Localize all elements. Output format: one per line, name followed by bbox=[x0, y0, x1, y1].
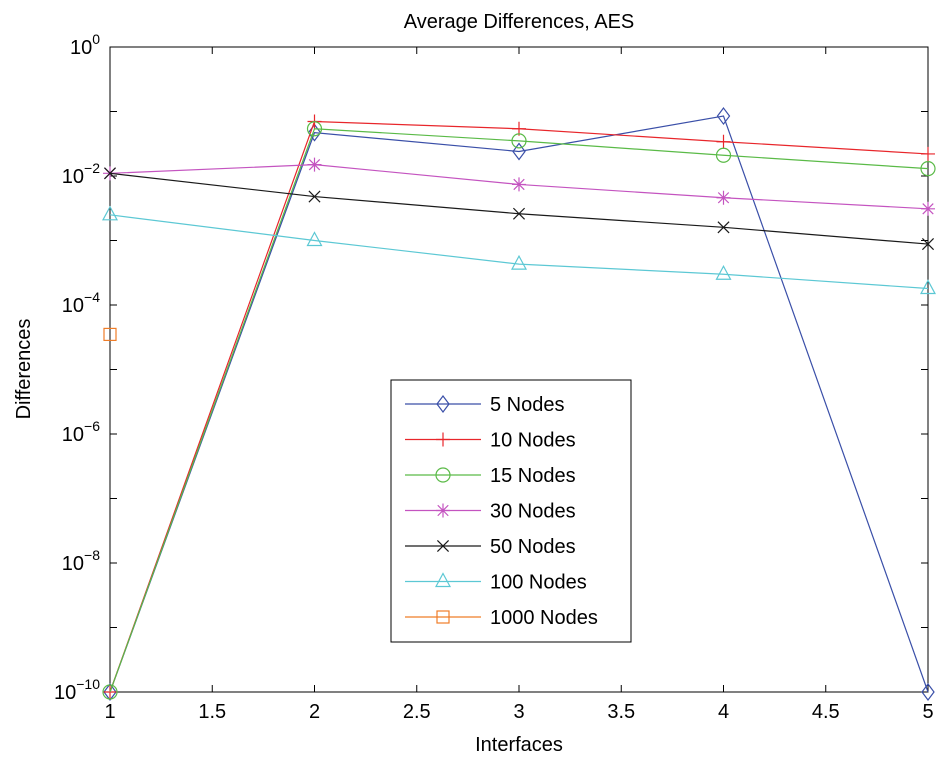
y-tick-label: 10−2 bbox=[62, 160, 100, 188]
legend-label: 30 Nodes bbox=[490, 501, 576, 523]
x-tick-label: 5 bbox=[922, 701, 933, 723]
legend: 5 Nodes 10 Nodes 15 Nodes 30 Nodes 50 Nodes 1… bbox=[391, 380, 631, 642]
chart-title: Average Differences, AES bbox=[404, 11, 635, 33]
legend-label: 1000 Nodes bbox=[490, 607, 598, 629]
y-tick-label: 10−6 bbox=[62, 418, 100, 446]
legend-label: 10 Nodes bbox=[490, 430, 576, 452]
y-tick-label: 10−10 bbox=[54, 676, 100, 704]
y-tick-label: 100 bbox=[70, 31, 100, 59]
legend-label: 15 Nodes bbox=[490, 465, 576, 487]
x-tick-label: 2.5 bbox=[403, 701, 431, 723]
x-tick-label: 2 bbox=[309, 701, 320, 723]
x-tick-label: 3 bbox=[513, 701, 524, 723]
data-point bbox=[921, 202, 935, 216]
y-tick-label: 10−8 bbox=[62, 547, 100, 575]
x-tick-label: 3.5 bbox=[607, 701, 635, 723]
x-tick-label: 4 bbox=[718, 701, 729, 723]
data-point bbox=[717, 191, 731, 205]
legend-marker bbox=[436, 504, 450, 518]
x-tick-label: 1 bbox=[104, 701, 115, 723]
data-point bbox=[308, 158, 322, 172]
y-axis-label: Differences bbox=[13, 319, 35, 420]
y-tick-label: 10−4 bbox=[62, 289, 100, 317]
legend-label: 5 Nodes bbox=[490, 394, 565, 416]
x-tick-label: 1.5 bbox=[198, 701, 226, 723]
x-tick-label: 4.5 bbox=[812, 701, 840, 723]
data-point bbox=[512, 177, 526, 191]
legend-label: 50 Nodes bbox=[490, 536, 576, 558]
legend-label: 100 Nodes bbox=[490, 572, 587, 594]
x-axis-label: Interfaces bbox=[475, 734, 563, 756]
